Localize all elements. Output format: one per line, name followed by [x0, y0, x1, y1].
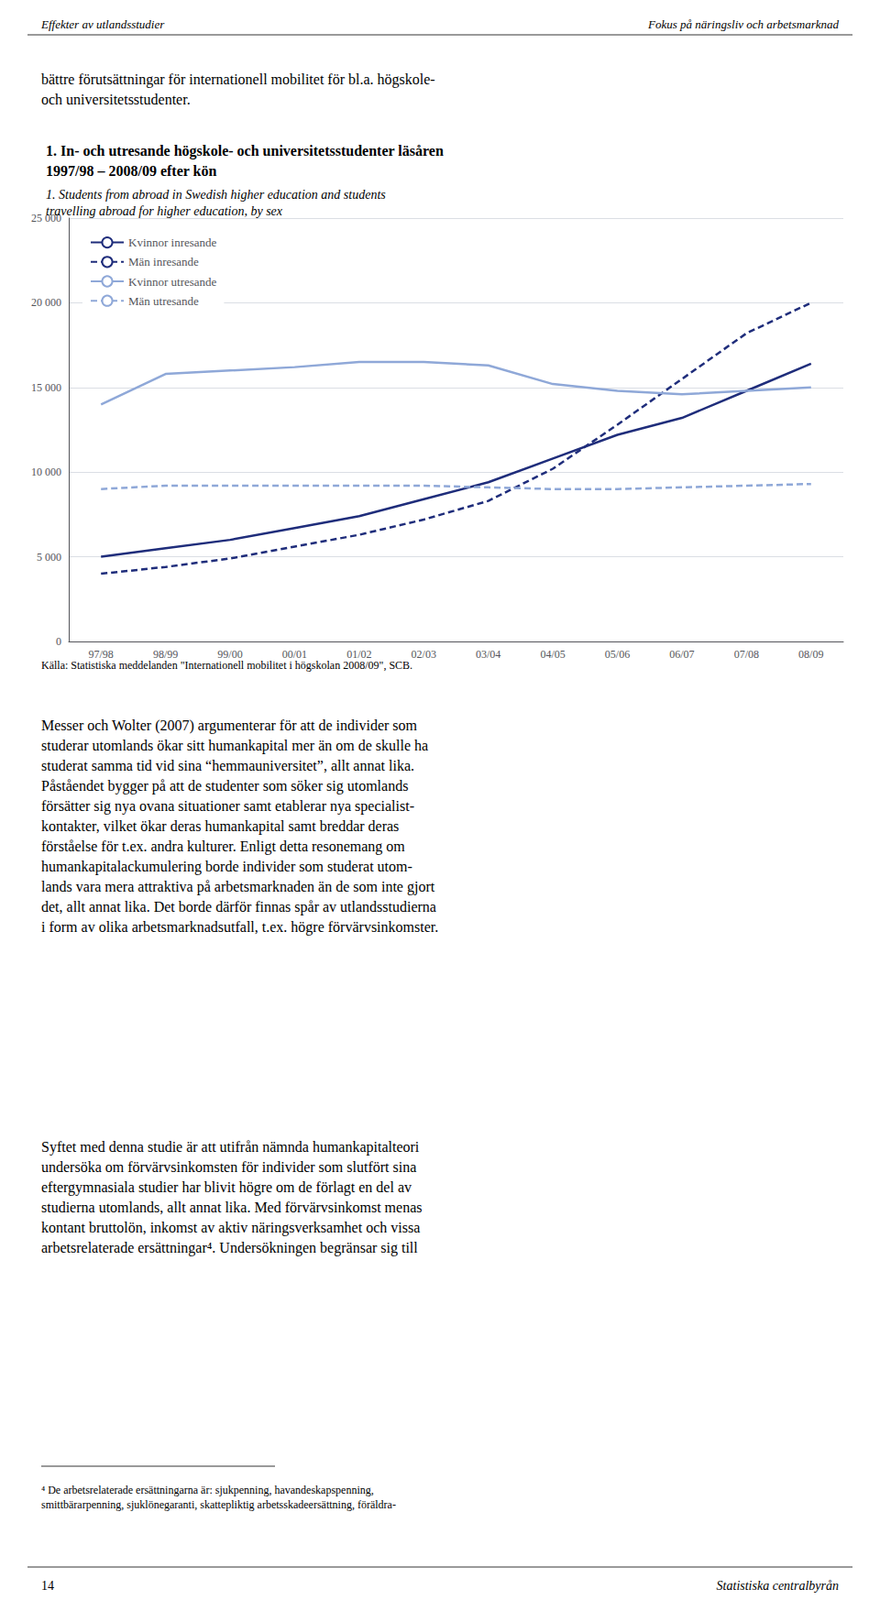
svg-text:99/00: 99/00 [217, 648, 242, 661]
svg-text:00/01: 00/01 [282, 648, 308, 661]
svg-text:1997/98 – 2008/09 efter kön: 1997/98 – 2008/09 efter kön [45, 163, 217, 179]
svg-text:Effekter av utlandsstudier: Effekter av utlandsstudier [40, 17, 165, 32]
svg-text:arbetsrelaterade ersättningar⁴: arbetsrelaterade ersättningar⁴. Undersök… [41, 1240, 418, 1257]
svg-text:Kvinnor inresande: Kvinnor inresande [128, 235, 218, 250]
svg-text:1. In- och utresande högskole-: 1. In- och utresande högskole- och unive… [45, 143, 444, 160]
svg-text:kontant bruttolön, inkomst av: kontant bruttolön, inkomst av aktiv näri… [41, 1220, 420, 1237]
svg-text:02/03: 02/03 [411, 648, 437, 661]
svg-text:Statistiska centralbyrån: Statistiska centralbyrån [716, 1579, 839, 1594]
svg-text:97/98: 97/98 [88, 648, 114, 661]
svg-text:20 000: 20 000 [31, 296, 62, 309]
svg-text:travelling abroad for higher e: travelling abroad for higher education, … [45, 204, 284, 219]
svg-text:06/07: 06/07 [669, 648, 694, 661]
svg-text:05/06: 05/06 [605, 648, 630, 661]
svg-text:lands vara mera attraktiva på: lands vara mera attraktiva på arbetsmark… [41, 879, 436, 896]
svg-text:04/05: 04/05 [539, 648, 565, 661]
svg-text:Män utresande: Män utresande [128, 294, 199, 308]
svg-text:i form av olika arbetsmarknads: i form av olika arbetsmarknadsutfall, t.… [41, 919, 439, 936]
svg-text:Män inresande: Män inresande [128, 254, 199, 269]
svg-text:08/09: 08/09 [798, 648, 824, 661]
svg-text:5 000: 5 000 [36, 550, 62, 564]
svg-text:studerar utomlands ökar sitt h: studerar utomlands ökar sitt humankapita… [41, 737, 429, 755]
svg-text:Kvinnor utresande: Kvinnor utresande [128, 275, 218, 289]
svg-text:10 000: 10 000 [31, 465, 62, 479]
svg-text:15 000: 15 000 [31, 381, 62, 395]
svg-text:03/04: 03/04 [475, 648, 501, 661]
svg-text:0: 0 [55, 635, 62, 649]
svg-text:det, allt annat lika. Det bord: det, allt annat lika. Det borde därför f… [41, 899, 437, 916]
svg-text:undersöka om förvärvsinkomsten: undersöka om förvärvsinkomsten för indiv… [41, 1159, 417, 1176]
svg-text:98/99: 98/99 [153, 648, 178, 661]
svg-text:Källa: Statistiska meddelanden: Källa: Statistiska meddelanden "Internat… [41, 659, 413, 672]
svg-text:kontakter, vilket ökar deras h: kontakter, vilket ökar deras humankapita… [41, 818, 399, 836]
svg-text:Påståendet bygger på att de st: Påståendet bygger på att de studenter so… [41, 778, 408, 795]
svg-text:01/02: 01/02 [346, 648, 372, 661]
svg-text:och universitetsstudenter.: och universitetsstudenter. [41, 91, 191, 108]
svg-text:eftergymnasiala studier har bl: eftergymnasiala studier har blivit högre… [41, 1179, 412, 1197]
svg-text:Messer och Wolter (2007) argum: Messer och Wolter (2007) argumenterar fö… [41, 717, 418, 735]
svg-text:Syftet med denna studie är att: Syftet med denna studie är att utifrån n… [41, 1139, 420, 1156]
svg-text:smittbärarpenning, sjuklönegar: smittbärarpenning, sjuklönegaranti, skat… [41, 1498, 396, 1512]
svg-text:07/08: 07/08 [734, 648, 759, 661]
svg-text:1. Students from abroad in Swe: 1. Students from abroad in Swedish highe… [45, 187, 386, 202]
svg-text:studierna utomlands, allt anna: studierna utomlands, allt annat lika. Me… [41, 1199, 422, 1216]
svg-text:14: 14 [41, 1579, 55, 1594]
svg-text:bättre förutsättningar för int: bättre förutsättningar för internationel… [41, 71, 436, 88]
svg-text:förståelse för t.ex. andra kul: förståelse för t.ex. andra kulturer. Enl… [41, 838, 406, 856]
svg-text:studerat samma tid vid sina “h: studerat samma tid vid sina “hemmauniver… [41, 758, 415, 774]
svg-text:försätter sig nya ovana situat: försätter sig nya ovana situationer samt… [41, 798, 415, 815]
svg-text:25 000: 25 000 [31, 211, 62, 225]
svg-text:⁴ De arbetsrelaterade ersättni: ⁴ De arbetsrelaterade ersättningarna är:… [41, 1484, 374, 1497]
svg-text:humankapitalackumulering borde: humankapitalackumulering borde individer… [41, 858, 413, 876]
svg-text:Fokus på näringsliv och arbets: Fokus på näringsliv och arbetsmarknad [647, 17, 839, 32]
